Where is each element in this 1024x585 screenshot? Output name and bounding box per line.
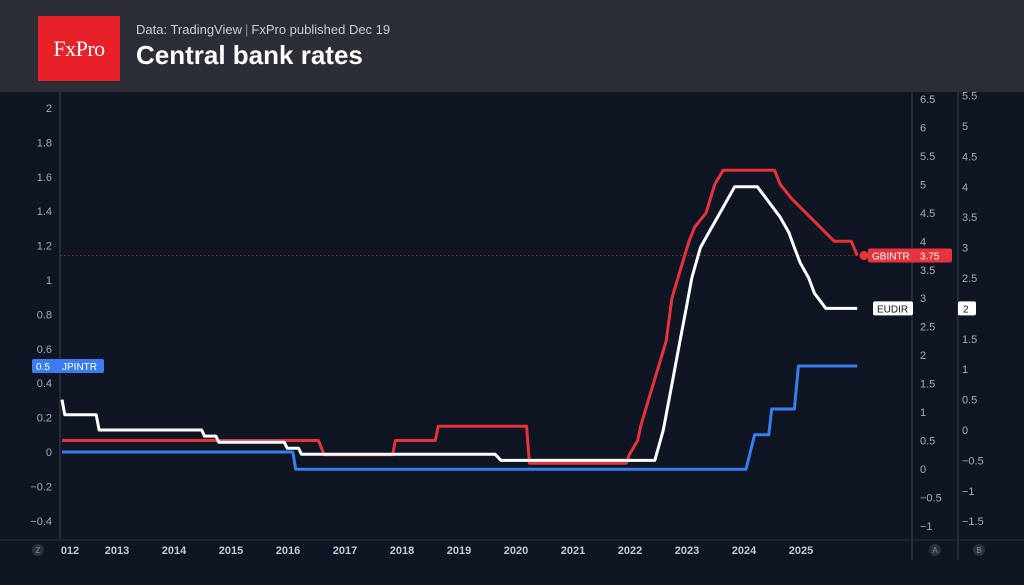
left-y-tick: −0.4 xyxy=(30,516,52,528)
right-a-y-tick: 3.5 xyxy=(920,265,935,277)
right-b-y-tick: 5.5 xyxy=(962,92,977,103)
series-line-jpintr xyxy=(62,364,858,471)
axis-corner-label: B xyxy=(976,546,981,555)
fxpro-logo: FxPro xyxy=(38,16,120,81)
right-b-y-tick: −1 xyxy=(962,486,975,498)
x-tick-label: 2021 xyxy=(561,545,585,557)
right-b-y-tick: 3.5 xyxy=(962,212,977,224)
eudir-value: 2 xyxy=(963,304,969,315)
rates-chart: 2 1.8 1.6 1.4 1.2 1 0.8 0.6 0.4 0.2 0 −0.2 −0.4 6.5 6 5… xyxy=(0,92,1024,560)
jpintr-value: 0.5 xyxy=(36,362,50,373)
right-b-y-tick: 3 xyxy=(962,243,968,255)
right-a-y-tick: 3 xyxy=(920,293,926,305)
series-line-eudir xyxy=(60,185,858,462)
left-y-tick: 0.2 xyxy=(37,413,52,425)
axis-corner-label: Z xyxy=(36,546,41,555)
x-tick-label: 2025 xyxy=(789,545,813,557)
right-a-y-tick: 2 xyxy=(920,350,926,362)
left-y-tick: 0.8 xyxy=(37,309,52,321)
x-tick-label: 2016 xyxy=(276,545,300,557)
left-y-tick: 1 xyxy=(46,275,52,287)
right-b-y-tick: 0.5 xyxy=(962,395,977,407)
gbintr-value: 3.75 xyxy=(920,252,940,263)
logo-text: FxPro xyxy=(53,35,105,61)
right-b-y-tick: 4.5 xyxy=(962,151,977,163)
right-a-y-tick: 6.5 xyxy=(920,94,935,106)
right-b-y-tick: −0.5 xyxy=(962,455,984,467)
right-a-y-tick: 4 xyxy=(920,236,926,248)
right-b-y-tick: 5 xyxy=(962,121,968,133)
jpintr-tag xyxy=(32,359,104,373)
right-a-y-tick: 5 xyxy=(920,179,926,191)
left-y-tick: 0 xyxy=(46,447,52,459)
axis-corner-badge xyxy=(929,544,941,556)
right-a-y-tick: 0 xyxy=(920,464,926,476)
left-y-tick: −0.2 xyxy=(30,481,52,493)
x-tick-label: 2014 xyxy=(162,545,187,557)
right-a-y-tick: 0.5 xyxy=(920,436,935,448)
page-title: Central bank rates xyxy=(136,40,363,70)
right-a-y-tick: −0.5 xyxy=(920,492,942,504)
x-tick-label: 2022 xyxy=(618,545,642,557)
x-tick-label: 2017 xyxy=(333,545,357,557)
jpintr-name: JPINTR xyxy=(62,362,97,373)
right-b-y-tick: 4 xyxy=(962,182,968,194)
left-y-tick: 0.6 xyxy=(37,344,52,356)
eudir-name: EUDIR xyxy=(877,304,908,315)
left-y-tick: 1.2 xyxy=(37,241,52,253)
series-line-gbintr xyxy=(62,168,859,465)
x-tick-label: 2015 xyxy=(219,545,243,557)
right-b-y-tick: 1.5 xyxy=(962,334,977,346)
left-y-tick: 2 xyxy=(46,103,52,115)
right-b-y-tick: −1.5 xyxy=(962,516,984,528)
published-date: FxPro published Dec 19 xyxy=(251,22,391,37)
gbintr-name: GBINTR xyxy=(872,252,910,263)
data-source: Data: TradingView xyxy=(136,22,242,37)
x-tick-label: 2023 xyxy=(675,545,699,557)
eudir-tag xyxy=(873,301,913,316)
x-tick-label: 2020 xyxy=(504,545,528,557)
left-y-tick: 1.4 xyxy=(37,206,52,218)
separator: | xyxy=(245,22,249,37)
x-tick-label: 2019 xyxy=(447,545,471,557)
axis-corner-badge xyxy=(973,544,985,556)
gbintr-end-dot xyxy=(859,251,869,261)
right-b-y-tick: 2.5 xyxy=(962,273,977,285)
axis-corner-badge xyxy=(32,544,44,556)
right-a-y-tick: 6 xyxy=(920,122,926,134)
x-tick-label: 2024 xyxy=(732,545,757,557)
axis-corner-label: A xyxy=(932,546,938,555)
right-a-y-tick: −1 xyxy=(920,521,933,533)
left-y-tick: 1.8 xyxy=(37,137,52,149)
left-y-tick: 0.4 xyxy=(37,378,52,390)
gbintr-tag xyxy=(868,248,952,263)
left-y-tick: 1.6 xyxy=(37,172,52,184)
right-b-y-tick: 0 xyxy=(962,425,968,437)
x-tick-label: 2013 xyxy=(105,545,129,557)
right-b-y-tick: 1 xyxy=(962,364,968,376)
right-a-y-tick: 1.5 xyxy=(920,379,935,391)
header-bar: FxPro Data: TradingView | FxPro published … xyxy=(0,0,1024,92)
right-a-y-tick: 1 xyxy=(920,407,926,419)
right-a-y-tick: 4.5 xyxy=(920,208,935,220)
x-tick-label: 012 xyxy=(61,545,79,557)
eudir-value-tag xyxy=(958,301,976,316)
source-line: Data: TradingView | FxPro published Dec 19 xyxy=(136,22,390,37)
right-a-y-tick: 2.5 xyxy=(920,322,935,334)
right-a-y-tick: 5.5 xyxy=(920,151,935,163)
x-tick-label: 2018 xyxy=(390,545,414,557)
